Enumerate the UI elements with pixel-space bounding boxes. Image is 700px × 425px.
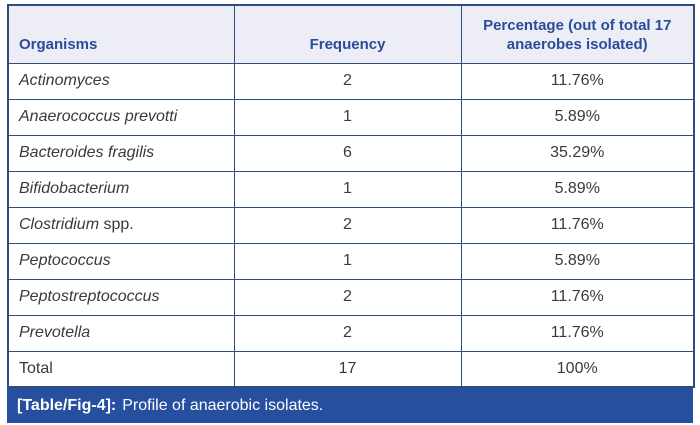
organism-name-regular: spp. xyxy=(99,216,134,233)
organism-cell: Total xyxy=(7,350,235,388)
column-header-organisms: Organisms xyxy=(7,4,235,64)
organism-name-italic: Clostridium xyxy=(19,216,100,233)
organism-cell: Peptococcus xyxy=(7,242,235,280)
anaerobe-profile-table: Organisms Frequency Percentage (out of t… xyxy=(7,4,695,388)
table-row: Clostridium spp. 2 11.76% xyxy=(7,206,695,244)
percentage-cell: 11.76% xyxy=(460,206,695,244)
table-caption-label: [Table/Fig-4]: xyxy=(17,396,117,414)
table-caption-bar: [Table/Fig-4]: Profile of anaerobic isol… xyxy=(7,388,693,423)
organism-name-italic: Peptococcus xyxy=(19,252,111,269)
organism-name-italic: Anaerococcus prevotti xyxy=(19,108,178,125)
percentage-cell: 35.29% xyxy=(460,134,695,172)
table-row: Prevotella 2 11.76% xyxy=(7,314,695,352)
frequency-cell: 2 xyxy=(233,62,462,100)
organism-cell: Clostridium spp. xyxy=(7,206,235,244)
organism-cell: Prevotella xyxy=(7,314,235,352)
organism-name-italic: Bifidobacterium xyxy=(19,180,130,197)
frequency-cell: 2 xyxy=(233,278,462,316)
organism-name-regular: Total xyxy=(19,359,53,377)
percentage-cell: 11.76% xyxy=(460,62,695,100)
table-row-total: Total 17 100% xyxy=(7,350,695,388)
organism-cell: Peptostreptococcus xyxy=(7,278,235,316)
frequency-cell: 1 xyxy=(233,98,462,136)
table-row: Anaerococcus prevotti 1 5.89% xyxy=(7,98,695,136)
table-row: Peptostreptococcus 2 11.76% xyxy=(7,278,695,316)
table-row: Bifidobacterium 1 5.89% xyxy=(7,170,695,208)
table-row: Bacteroides fragilis 6 35.29% xyxy=(7,134,695,172)
table-figure: Organisms Frequency Percentage (out of t… xyxy=(7,4,695,423)
column-header-frequency: Frequency xyxy=(233,4,462,64)
organism-name-italic: Actinomyces xyxy=(19,72,110,89)
percentage-cell: 5.89% xyxy=(460,170,695,208)
percentage-cell: 5.89% xyxy=(460,98,695,136)
frequency-cell: 2 xyxy=(233,206,462,244)
organism-name-italic: Peptostreptococcus xyxy=(19,288,160,305)
table-row: Peptococcus 1 5.89% xyxy=(7,242,695,280)
header-row: Organisms Frequency Percentage (out of t… xyxy=(7,4,695,64)
frequency-cell: 17 xyxy=(233,350,462,388)
table-row: Actinomyces 2 11.76% xyxy=(7,62,695,100)
column-header-percentage: Percentage (out of total 17 anaerobes is… xyxy=(460,4,695,64)
frequency-cell: 2 xyxy=(233,314,462,352)
organism-cell: Bifidobacterium xyxy=(7,170,235,208)
frequency-cell: 1 xyxy=(233,242,462,280)
percentage-cell: 100% xyxy=(460,350,695,388)
table-caption-text: Profile of anaerobic isolates. xyxy=(122,396,324,414)
organism-cell: Anaerococcus prevotti xyxy=(7,98,235,136)
frequency-cell: 6 xyxy=(233,134,462,172)
percentage-cell: 5.89% xyxy=(460,242,695,280)
organism-cell: Actinomyces xyxy=(7,62,235,100)
organism-name-italic: Bacteroides fragilis xyxy=(19,144,155,161)
percentage-cell: 11.76% xyxy=(460,314,695,352)
frequency-cell: 1 xyxy=(233,170,462,208)
organism-name-italic: Prevotella xyxy=(19,324,91,341)
percentage-cell: 11.76% xyxy=(460,278,695,316)
organism-cell: Bacteroides fragilis xyxy=(7,134,235,172)
